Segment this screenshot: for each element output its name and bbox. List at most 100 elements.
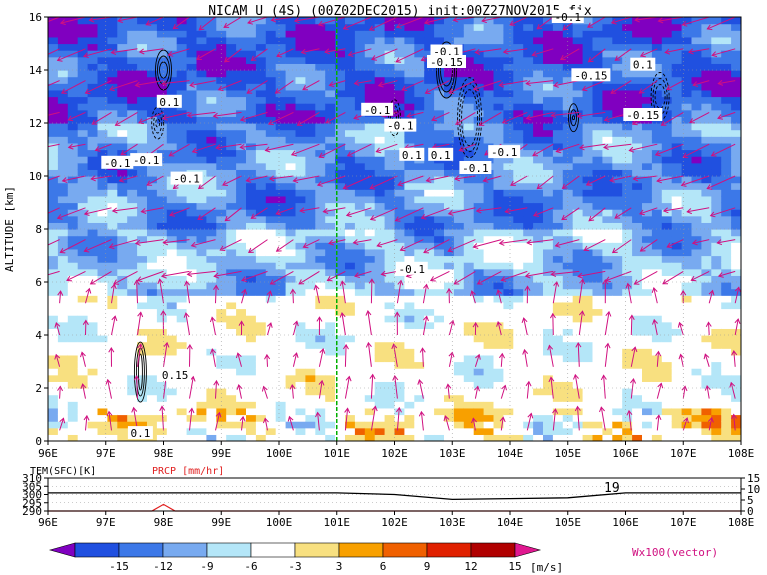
u-cell bbox=[414, 308, 425, 316]
u-cell bbox=[444, 427, 455, 435]
u-cell bbox=[57, 136, 69, 144]
u-cell bbox=[77, 123, 89, 131]
u-cell bbox=[632, 427, 643, 435]
u-cell bbox=[156, 235, 168, 243]
u-cell bbox=[503, 394, 514, 402]
u-cell bbox=[513, 36, 524, 45]
u-cell bbox=[265, 109, 277, 117]
u-cell bbox=[523, 136, 534, 144]
u-cell bbox=[265, 328, 277, 336]
u-cell bbox=[364, 83, 376, 91]
u-cell bbox=[265, 142, 277, 151]
u-cell bbox=[295, 427, 306, 435]
u-cell bbox=[305, 30, 316, 38]
u-cell bbox=[127, 242, 138, 250]
u-cell bbox=[137, 63, 148, 71]
u-cell bbox=[483, 235, 495, 243]
u-cell bbox=[434, 116, 445, 124]
u-cell bbox=[602, 394, 613, 402]
u-cell bbox=[354, 169, 366, 177]
u-cell bbox=[186, 149, 198, 157]
u-cell bbox=[166, 295, 178, 303]
u-cell bbox=[602, 169, 613, 177]
u-cell bbox=[582, 248, 594, 257]
u-cell bbox=[295, 56, 306, 64]
u-cell bbox=[701, 50, 712, 58]
u-cell bbox=[156, 321, 168, 329]
u-cell bbox=[315, 381, 326, 389]
wind-vector bbox=[224, 207, 242, 222]
u-cell bbox=[325, 301, 336, 310]
u-cell bbox=[533, 89, 544, 98]
vector-head bbox=[131, 406, 138, 413]
u-cell bbox=[533, 381, 544, 389]
u-cell bbox=[533, 295, 544, 303]
u-cell bbox=[97, 282, 108, 290]
vector-head bbox=[184, 280, 190, 287]
u-cell bbox=[671, 89, 683, 98]
u-cell bbox=[325, 427, 336, 435]
wind-vector bbox=[407, 111, 424, 117]
u-cell bbox=[48, 209, 59, 217]
u-cell bbox=[354, 401, 366, 409]
u-cell bbox=[434, 23, 445, 31]
u-cell bbox=[57, 235, 69, 243]
u-cell bbox=[176, 235, 188, 243]
u-cell bbox=[543, 248, 554, 257]
u-cell bbox=[255, 301, 267, 310]
wind-vector bbox=[82, 384, 86, 399]
u-cell bbox=[186, 182, 198, 190]
u-cell bbox=[691, 282, 702, 290]
u-cell bbox=[216, 388, 227, 396]
u-cell bbox=[137, 103, 148, 111]
u-cell bbox=[236, 407, 247, 416]
u-cell bbox=[345, 222, 356, 230]
u-cell bbox=[602, 295, 613, 303]
u-cell bbox=[186, 321, 198, 329]
u-cell bbox=[533, 30, 544, 38]
u-cell bbox=[246, 282, 257, 290]
u-cell bbox=[295, 103, 306, 111]
u-cell bbox=[117, 109, 128, 117]
u-cell bbox=[345, 36, 356, 45]
vector-head bbox=[43, 273, 48, 278]
u-cell bbox=[711, 354, 722, 363]
u-cell bbox=[552, 56, 564, 64]
u-cell bbox=[186, 282, 198, 290]
u-cell bbox=[523, 268, 534, 276]
u-cell bbox=[156, 262, 168, 270]
u-cell bbox=[67, 341, 79, 349]
u-cell bbox=[48, 275, 59, 283]
u-cell bbox=[147, 361, 158, 369]
u-cell bbox=[414, 142, 425, 151]
u-cell bbox=[444, 176, 455, 184]
u-cell bbox=[552, 116, 564, 124]
u-cell bbox=[176, 109, 188, 117]
u-cell bbox=[315, 176, 326, 184]
u-cell bbox=[434, 348, 445, 356]
wind-vector bbox=[344, 376, 350, 399]
u-cell bbox=[424, 70, 435, 78]
u-cell bbox=[196, 255, 207, 263]
u-cell bbox=[384, 136, 396, 144]
u-cell bbox=[651, 30, 663, 38]
u-cell bbox=[394, 341, 405, 349]
u-cell bbox=[354, 189, 366, 197]
u-cell bbox=[384, 70, 396, 78]
u-cell bbox=[67, 156, 79, 164]
u-cell bbox=[166, 348, 178, 356]
u-cell bbox=[265, 149, 277, 157]
u-cell bbox=[87, 321, 99, 329]
u-cell bbox=[612, 149, 623, 157]
vector-head bbox=[48, 117, 49, 119]
u-cell bbox=[681, 301, 693, 310]
u-cell bbox=[503, 182, 514, 190]
u-cell bbox=[345, 427, 356, 435]
u-cell bbox=[216, 414, 227, 422]
u-cell bbox=[444, 262, 455, 270]
wind-vector bbox=[190, 80, 216, 86]
u-cell bbox=[404, 248, 415, 257]
u-cell bbox=[335, 149, 346, 157]
vector-head bbox=[475, 353, 481, 360]
u-cell bbox=[473, 142, 485, 151]
